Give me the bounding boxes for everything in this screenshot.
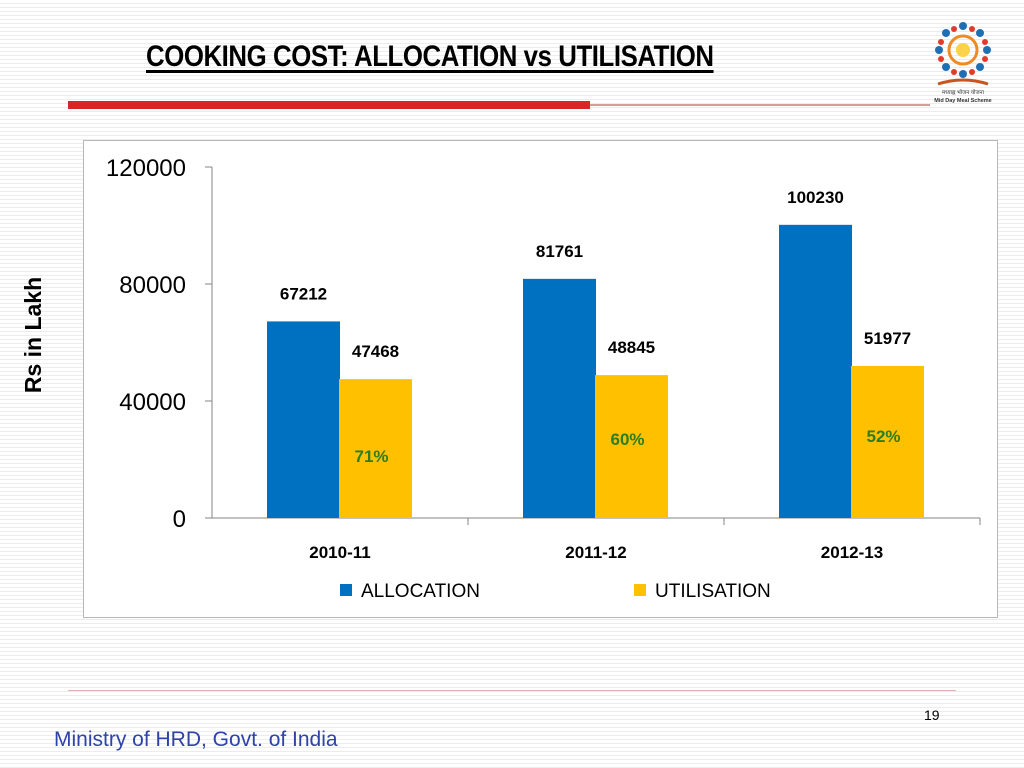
mid-day-meal-logo: मध्याह्न भोजन योजना Mid Day Meal Scheme bbox=[926, 18, 1000, 106]
y-tick-label: 80000 bbox=[119, 272, 186, 299]
logo-caption-hindi: मध्याह्न भोजन योजना bbox=[942, 89, 985, 96]
bar-chart: 0 40000 80000 120000 2010-11 67212 47468 71% 201… bbox=[106, 155, 981, 602]
legend-label-allocation: ALLOCATION bbox=[361, 581, 480, 602]
x-category-label: 2010-11 bbox=[309, 543, 370, 562]
footer-ministry: Ministry of HRD, Govt. of India bbox=[54, 728, 338, 751]
y-axis-label: Rs in Lakh bbox=[20, 276, 46, 394]
utilisation-data-label: 51977 bbox=[864, 329, 911, 348]
utilisation-percent-label: 52% bbox=[866, 427, 900, 446]
utilisation-bar bbox=[595, 375, 668, 518]
allocation-bar bbox=[523, 278, 596, 518]
utilisation-percent-label: 60% bbox=[610, 430, 644, 449]
y-tick-label: 40000 bbox=[119, 389, 186, 416]
utilisation-data-label: 47468 bbox=[352, 342, 399, 361]
allocation-data-label: 67212 bbox=[280, 284, 327, 303]
legend-swatch-utilisation bbox=[634, 584, 646, 596]
title-underline-bar bbox=[68, 101, 590, 109]
allocation-data-label: 81761 bbox=[536, 242, 583, 261]
x-category-label: 2011-12 bbox=[565, 543, 626, 562]
allocation-bar bbox=[267, 321, 340, 518]
utilisation-data-label: 48845 bbox=[608, 338, 655, 357]
slide-title: COOKING COST: ALLOCATION vs UTILISATION bbox=[146, 40, 714, 73]
allocation-data-label: 100230 bbox=[787, 188, 844, 207]
chart-frame: 0 40000 80000 120000 2010-11 67212 47468 71% 201… bbox=[83, 140, 998, 618]
y-tick-label: 0 bbox=[173, 506, 186, 533]
x-category-label: 2012-13 bbox=[821, 543, 883, 562]
utilisation-bar bbox=[851, 365, 924, 518]
utilisation-percent-label: 71% bbox=[354, 447, 388, 466]
footer-rule bbox=[68, 690, 956, 691]
utilisation-bar bbox=[339, 379, 412, 518]
title-rule bbox=[590, 104, 930, 106]
page-number: 19 bbox=[924, 707, 940, 723]
legend-label-utilisation: UTILISATION bbox=[655, 581, 771, 602]
logo-caption-english: Mid Day Meal Scheme bbox=[934, 98, 991, 104]
y-tick-label: 120000 bbox=[106, 155, 186, 182]
allocation-bar bbox=[779, 224, 852, 518]
legend-swatch-allocation bbox=[340, 584, 352, 596]
